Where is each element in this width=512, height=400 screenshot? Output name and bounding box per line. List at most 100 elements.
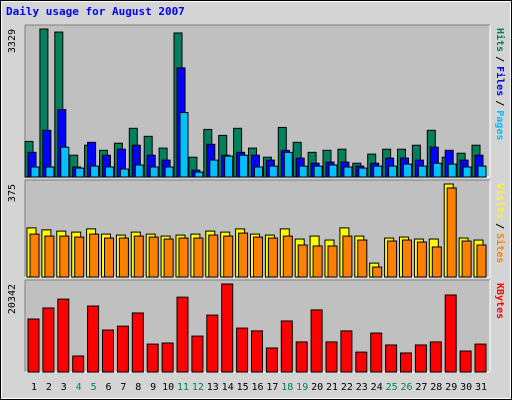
legend-separator: / xyxy=(494,100,505,106)
bar xyxy=(254,166,263,178)
x-tick-label: 19 xyxy=(296,382,308,393)
x-tick-label: 3 xyxy=(61,382,67,393)
legend-entry: Sites xyxy=(494,233,506,263)
bar xyxy=(239,154,249,178)
x-tick-label: 27 xyxy=(415,382,427,393)
x-tick-label: 26 xyxy=(400,382,412,393)
bar xyxy=(431,246,442,278)
bar xyxy=(57,298,70,373)
x-tick-label: 2 xyxy=(46,382,52,393)
bar xyxy=(400,352,412,373)
x-tick-label: 16 xyxy=(251,382,263,393)
bar xyxy=(60,146,70,178)
bar xyxy=(42,307,55,373)
legend: Visits / Sites xyxy=(494,183,506,263)
legend-entry: KBytes xyxy=(494,283,505,319)
bar xyxy=(267,237,278,278)
bar xyxy=(105,166,114,178)
bar xyxy=(176,296,189,373)
bar xyxy=(236,327,249,373)
bar xyxy=(385,344,398,373)
x-tick-label: 29 xyxy=(445,382,457,393)
bar xyxy=(221,283,234,373)
bar xyxy=(459,350,472,373)
bar xyxy=(87,305,100,373)
x-tick-label: 21 xyxy=(326,382,338,393)
bar xyxy=(283,151,293,178)
x-tick-label: 20 xyxy=(311,382,323,393)
bar xyxy=(44,235,55,278)
x-tick-label: 15 xyxy=(237,382,249,393)
bar xyxy=(342,235,353,278)
bar xyxy=(402,239,412,278)
bar xyxy=(432,162,442,178)
legend-entry: Pages xyxy=(494,110,505,140)
bar xyxy=(89,233,100,278)
bar xyxy=(238,232,249,278)
bar xyxy=(148,236,159,278)
x-tick-label: 10 xyxy=(162,382,174,393)
x-tick-label: 22 xyxy=(341,382,353,393)
bar xyxy=(444,294,457,373)
x-tick-label: 12 xyxy=(192,382,204,393)
bar xyxy=(206,314,219,373)
bar xyxy=(417,165,427,178)
x-tick-label: 28 xyxy=(430,382,442,393)
bar xyxy=(388,165,398,178)
bar xyxy=(416,241,427,278)
bar xyxy=(104,237,114,278)
bar xyxy=(446,187,457,278)
bar xyxy=(191,335,204,373)
bar xyxy=(372,266,383,278)
bar xyxy=(295,341,308,373)
x-tick-label: 13 xyxy=(207,382,219,393)
x-tick-label: 5 xyxy=(91,382,97,393)
bar xyxy=(164,166,174,178)
legend: Hits / Files / Pages xyxy=(494,28,506,140)
bar xyxy=(163,238,174,278)
bar xyxy=(209,159,219,178)
bar xyxy=(429,341,442,373)
bar xyxy=(134,164,144,178)
bar xyxy=(75,167,85,178)
x-tick-label: 1 xyxy=(31,382,37,393)
legend-separator: / xyxy=(494,56,505,62)
bar xyxy=(30,166,40,178)
y-tick-label: 3329 xyxy=(7,29,18,53)
legend-separator: / xyxy=(494,223,505,229)
x-tick-label: 6 xyxy=(105,382,111,393)
bar xyxy=(370,332,383,373)
bar xyxy=(358,167,368,178)
bar xyxy=(223,235,234,278)
bar xyxy=(149,166,159,178)
x-tick-label: 4 xyxy=(76,382,82,393)
x-tick-label: 8 xyxy=(135,382,141,393)
x-tick-label: 17 xyxy=(266,382,278,393)
x-tick-label: 9 xyxy=(150,382,156,393)
x-tick-label: 24 xyxy=(371,382,383,393)
bar xyxy=(373,165,383,178)
bar xyxy=(74,236,85,278)
bar xyxy=(161,342,174,373)
bar xyxy=(310,309,323,373)
bar xyxy=(45,166,55,178)
bar xyxy=(313,165,323,178)
bar xyxy=(355,351,368,373)
bar xyxy=(179,112,189,178)
bar xyxy=(208,234,219,278)
x-tick-label: 18 xyxy=(281,382,293,393)
bar xyxy=(29,233,40,278)
x-tick-label: 31 xyxy=(475,382,487,393)
bar xyxy=(102,329,114,373)
bar xyxy=(462,166,472,178)
bar xyxy=(253,236,263,278)
bar xyxy=(327,245,338,278)
x-tick-label: 25 xyxy=(386,382,398,393)
legend-entry: Hits xyxy=(494,28,506,52)
bar xyxy=(224,155,234,178)
bar xyxy=(476,244,487,278)
x-tick-label: 30 xyxy=(460,382,472,393)
bar xyxy=(340,330,353,373)
